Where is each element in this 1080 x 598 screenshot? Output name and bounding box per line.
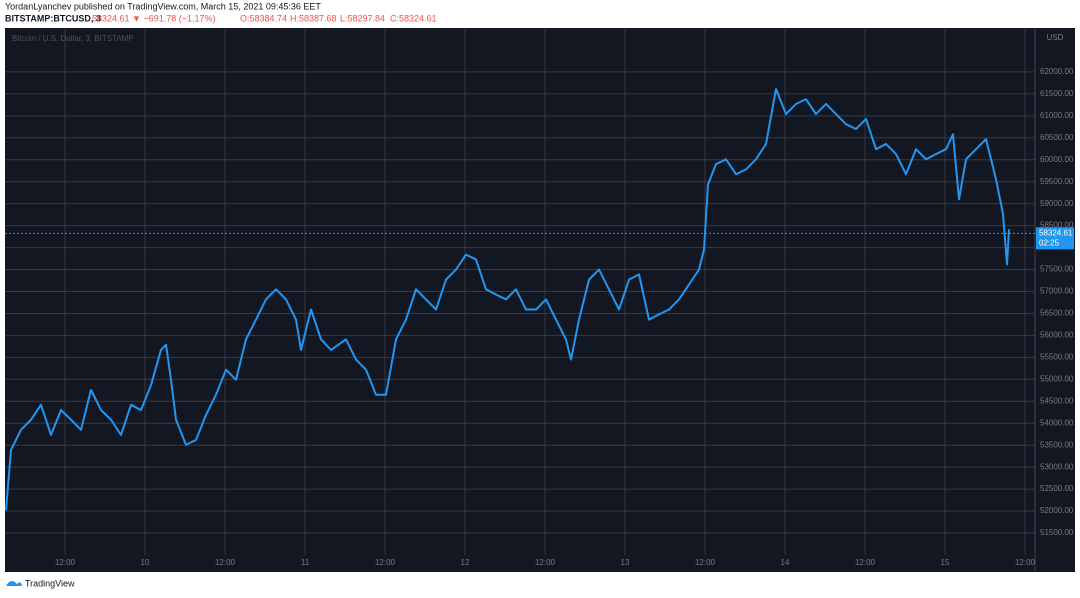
x-tick-label: 12:00 <box>855 558 876 567</box>
brand: TradingView <box>6 578 75 588</box>
y-tick-label: 53500.00 <box>1040 440 1074 449</box>
y-tick-label: 60000.00 <box>1040 155 1074 164</box>
y-tick-label: 62000.00 <box>1040 67 1074 76</box>
y-tick-label: 57000.00 <box>1040 287 1074 296</box>
price-line <box>5 88 1010 511</box>
x-tick-label: 12 <box>461 558 470 567</box>
ohlc-value: H:58387.68 <box>290 13 337 23</box>
y-tick-label: 51500.00 <box>1040 528 1074 537</box>
y-tick-label: 57500.00 <box>1040 265 1074 274</box>
ohlc: O:58384.74 H:58387.68 L:58297.84 C:58324.61 <box>240 13 437 23</box>
symbol: BITSTAMP:BTCUSD, 3 <box>5 13 101 23</box>
y-tick-label: 54500.00 <box>1040 396 1074 405</box>
last-price-box <box>1036 227 1074 250</box>
y-tick-label: 60500.00 <box>1040 133 1074 142</box>
currency: USD <box>1047 33 1064 42</box>
x-tick-label: 12:00 <box>55 558 76 567</box>
y-tick-label: 61500.00 <box>1040 89 1074 98</box>
y-tick-label: 52500.00 <box>1040 484 1074 493</box>
countdown: 02:25 <box>1039 238 1060 247</box>
x-tick-label: 12:00 <box>1015 558 1036 567</box>
y-tick-label: 55500.00 <box>1040 352 1074 361</box>
plot-background <box>5 28 1075 572</box>
y-tick-label: 56000.00 <box>1040 331 1074 340</box>
x-tick-label: 12:00 <box>535 558 556 567</box>
ohlc-value: L:58297.84 <box>340 13 385 23</box>
x-tick-label: 13 <box>621 558 630 567</box>
last-price-label: 58324.61 <box>1039 228 1073 237</box>
price-change: 58324.61 ▼ −691.78 (−1.17%) <box>92 13 216 23</box>
y-tick-label: 59500.00 <box>1040 177 1074 186</box>
x-tick-label: 10 <box>141 558 150 567</box>
plot <box>5 88 1035 511</box>
x-tick-label: 15 <box>941 558 950 567</box>
x-tick-label: 12:00 <box>695 558 716 567</box>
axes: 51500.00 52000.00 52500.00 53000.00 53500.00… <box>55 67 1074 567</box>
y-tick-label: 54000.00 <box>1040 418 1074 427</box>
brand-name: TradingView <box>25 578 75 588</box>
y-tick-label: 55000.00 <box>1040 374 1074 383</box>
brand-logo <box>6 580 22 586</box>
y-tick-label: 52000.00 <box>1040 506 1074 515</box>
x-tick-label: 12:00 <box>215 558 236 567</box>
x-tick-label: 12:00 <box>375 558 396 567</box>
y-tick-label: 56500.00 <box>1040 309 1074 318</box>
y-tick-label: 61000.00 <box>1040 111 1074 120</box>
publisher: YordanLyanchev published on TradingView.… <box>5 1 321 11</box>
grid <box>5 28 1035 555</box>
ohlc-value: O:58384.74 <box>240 13 287 23</box>
y-tick-label: 53000.00 <box>1040 462 1074 471</box>
ohlc-value: C:58324.61 <box>390 13 437 23</box>
x-tick-label: 11 <box>301 558 310 567</box>
y-tick-label: 59000.00 <box>1040 199 1074 208</box>
watermark: Bitcoin / U.S. Dollar, 3, BITSTAMP <box>12 34 134 43</box>
y-tick-label: 58500.00 <box>1040 221 1074 230</box>
x-tick-label: 14 <box>781 558 790 567</box>
